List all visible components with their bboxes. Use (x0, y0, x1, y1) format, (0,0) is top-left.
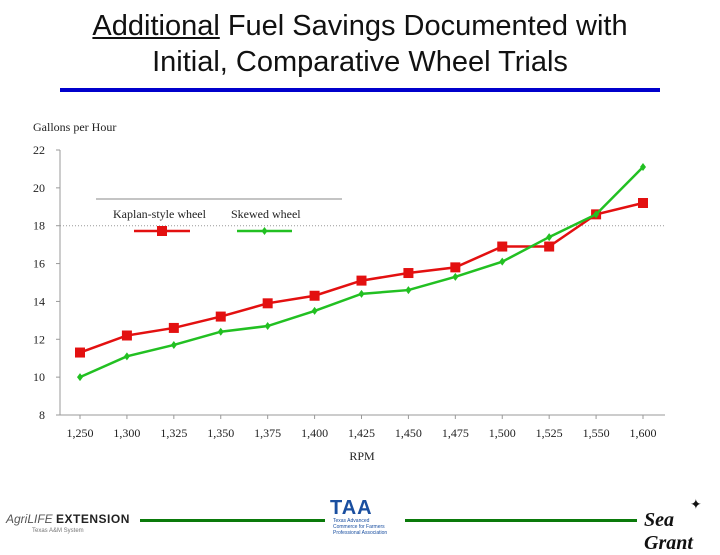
legend-marker-skewed (261, 227, 268, 235)
x-tick-label: 1,350 (207, 426, 234, 440)
x-tick-label: 1,250 (67, 426, 94, 440)
taa-logo-subtitle: Texas Advanced Commerce for Farmers Prof… (333, 518, 388, 536)
x-tick-label: 1,475 (442, 426, 469, 440)
sea-grant-logo: Sea Grant (644, 509, 693, 554)
x-tick-label: 1,400 (301, 426, 328, 440)
agrilife-extension-logo: AgriLIFE EXTENSION (6, 512, 130, 526)
x-axis-label: RPM (349, 449, 375, 463)
legend-label-skewed: Skewed wheel (231, 207, 301, 221)
data-point-skewed (264, 322, 271, 331)
data-point-kaplan (215, 311, 226, 322)
y-tick-labels: 8 10 12 14 16 18 20 22 (33, 143, 60, 422)
title-underline-rule (60, 88, 660, 92)
data-point-kaplan (403, 268, 414, 279)
y-tick-label: 18 (33, 219, 45, 233)
y-axis-label: Gallons per Hour (33, 120, 116, 134)
data-point-skewed (499, 257, 506, 266)
chart-legend: Kaplan-style wheel Skewed wheel (96, 198, 342, 236)
data-point-skewed (123, 352, 130, 361)
y-tick-label: 22 (33, 143, 45, 157)
x-tick-label: 1,500 (489, 426, 516, 440)
agrilife-extension: EXTENSION (56, 512, 130, 526)
y-tick-label: 14 (33, 294, 45, 308)
slide-title: Additional Fuel Savings Documented with … (0, 8, 720, 80)
x-tick-label: 1,550 (583, 426, 610, 440)
x-tick-label: 1,375 (254, 426, 281, 440)
legend-marker-kaplan (157, 226, 167, 236)
data-point-skewed (77, 373, 83, 382)
data-point-skewed (405, 286, 412, 295)
x-tick-label: 1,325 (160, 426, 187, 440)
title-line-2: Initial, Comparative Wheel Trials (152, 46, 568, 78)
data-point-kaplan (121, 330, 132, 341)
data-point-kaplan (168, 322, 179, 333)
data-point-skewed (452, 272, 459, 281)
data-point-kaplan (497, 241, 508, 252)
series-layer (75, 163, 648, 382)
x-tick-label: 1,300 (113, 426, 140, 440)
data-point-skewed (358, 289, 365, 298)
data-point-kaplan (356, 275, 367, 286)
sea-grant-bird-icon: ✦ (690, 496, 702, 512)
y-tick-label: 12 (33, 332, 45, 346)
data-point-skewed (640, 163, 646, 172)
footer-bar-left (140, 519, 325, 522)
data-point-skewed (170, 340, 177, 349)
y-tick-label: 20 (33, 181, 45, 195)
y-tick-label: 16 (33, 257, 45, 271)
legend-label-kaplan: Kaplan-style wheel (113, 207, 207, 221)
data-point-skewed (546, 233, 553, 242)
footer (0, 490, 720, 540)
data-point-skewed (217, 327, 224, 336)
x-tick-label: 1,425 (348, 426, 375, 440)
footer-bar-right (405, 519, 637, 522)
data-point-kaplan (544, 241, 555, 252)
data-point-kaplan (309, 290, 320, 301)
data-point-kaplan (450, 262, 461, 273)
title-underlined-word: Additional (92, 10, 220, 42)
data-point-skewed (311, 306, 318, 315)
x-tick-labels: 1,250 1,300 1,325 1,350 1,375 1,400 1,425 1,450… (67, 415, 657, 440)
agrilife-prefix: AgriLIFE (6, 512, 53, 526)
title-line-1-rest: Fuel Savings Documented with (219, 10, 628, 42)
agrilife-subtitle: Texas A&M System (32, 528, 84, 534)
data-point-skewed (593, 210, 600, 219)
x-tick-label: 1,525 (536, 426, 563, 440)
axes-layer (59, 150, 665, 416)
x-tick-label: 1,600 (630, 426, 657, 440)
x-tick-label: 1,450 (395, 426, 422, 440)
y-tick-label: 8 (39, 408, 45, 422)
fuel-consumption-chart: Gallons per Hour RPM 8 10 12 14 16 18 20 22 1,2… (33, 120, 665, 463)
y-tick-label: 10 (33, 370, 45, 384)
data-point-kaplan (75, 347, 85, 358)
taa-logo: TAA (330, 497, 373, 519)
data-point-kaplan (262, 298, 273, 309)
data-point-kaplan (638, 198, 648, 208)
